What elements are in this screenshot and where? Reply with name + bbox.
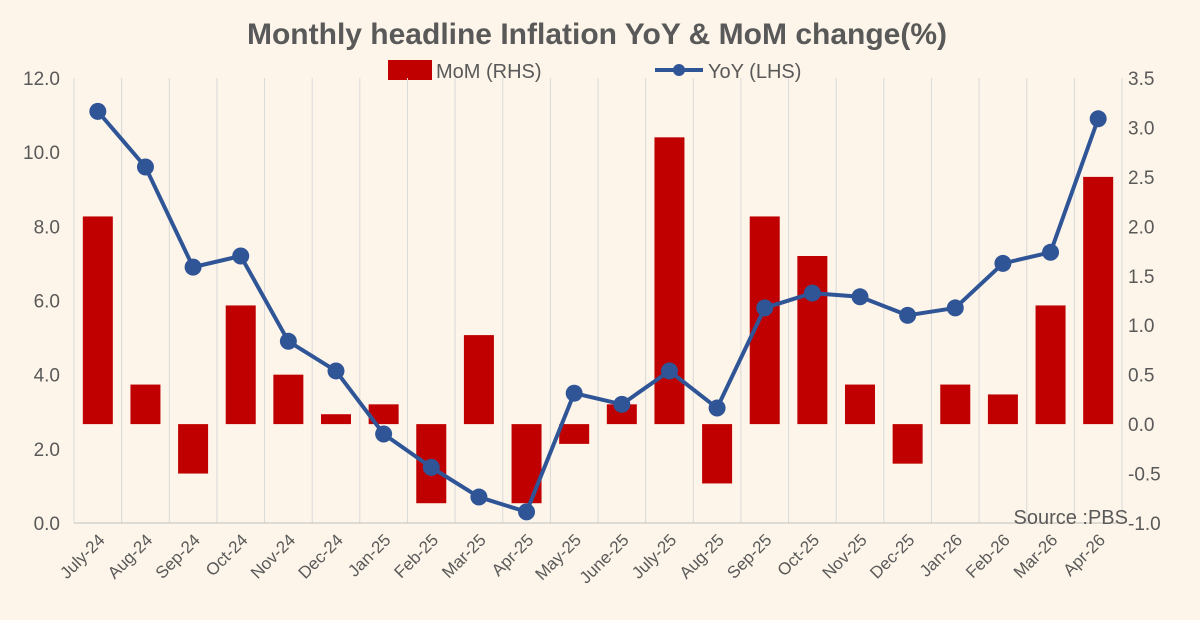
x-tick-label: Dec-25 <box>866 530 918 582</box>
yoy-point <box>232 247 250 265</box>
yoy-point <box>851 288 869 306</box>
y-right-tick-label: 0.0 <box>1128 415 1154 436</box>
y-left-tick-label: 0.0 <box>34 514 60 535</box>
x-tick-label: Oct-24 <box>202 530 252 580</box>
tick-labels: 0.0 2.0 4.0 6.0 8.0 10.0 12.0 -1.0 -0.5 0.0 0.5 1.0… <box>23 69 1161 587</box>
x-tick-label: Mar-26 <box>1010 530 1062 582</box>
mom-bar <box>273 374 304 425</box>
yoy-point <box>708 399 726 417</box>
gridlines <box>73 78 1123 523</box>
x-tick-label: Dec-24 <box>295 530 347 582</box>
mom-bar <box>1035 305 1066 425</box>
y-right-tick-label: 2.0 <box>1128 217 1154 238</box>
source-note: Source :PBS <box>1013 507 1128 529</box>
mom-bar <box>225 305 256 425</box>
y-right-tick-label: 0.5 <box>1128 366 1154 387</box>
mom-bar <box>940 384 971 425</box>
yoy-point <box>279 332 297 350</box>
legend: MoM (RHS) YoY (LHS) <box>388 60 801 83</box>
y-left-tick-label: 10.0 <box>23 143 60 164</box>
x-tick-label: July-24 <box>56 530 108 582</box>
mom-bar <box>845 384 875 425</box>
mom-bar <box>749 216 780 425</box>
yoy-point <box>518 503 536 521</box>
mom-bar <box>606 404 637 425</box>
yoy-point <box>946 299 964 317</box>
x-tick-label: Sep-24 <box>152 530 204 582</box>
y-left-tick-label: 4.0 <box>34 366 60 387</box>
mom-bar <box>463 335 494 425</box>
yoy-point <box>136 158 154 176</box>
yoy-point <box>1042 243 1060 261</box>
y-left-tick-label: 2.0 <box>34 440 60 461</box>
mom-bar <box>892 424 923 464</box>
x-tick-label: Oct-25 <box>774 530 824 580</box>
mom-bar <box>511 424 542 504</box>
x-tick-label: July-25 <box>628 530 680 582</box>
x-tick-label: Aug-25 <box>676 530 728 582</box>
legend-label-yoy: YoY (LHS) <box>708 61 801 83</box>
x-tick-label: Mar-25 <box>438 530 490 582</box>
x-tick-label: Aug-24 <box>104 530 156 582</box>
yoy-point <box>422 458 440 476</box>
legend-swatch-mom <box>388 60 432 80</box>
legend-label-mom: MoM (RHS) <box>436 61 542 83</box>
x-tick-label: Nov-25 <box>819 530 871 582</box>
yoy-point <box>613 395 631 413</box>
yoy-line <box>89 102 1107 521</box>
y-right-tick-label: 3.0 <box>1128 118 1154 139</box>
x-tick-label: Apr-26 <box>1059 530 1109 580</box>
yoy-point <box>803 284 821 302</box>
mom-bar <box>130 384 161 425</box>
x-tick-label: Jan-26 <box>916 530 966 580</box>
yoy-point <box>470 488 488 506</box>
yoy-point <box>184 258 202 276</box>
x-tick-label: Apr-25 <box>488 530 538 580</box>
x-tick-label: Sep-25 <box>723 530 775 582</box>
y-right-tick-label: 3.5 <box>1128 69 1154 90</box>
yoy-point <box>899 306 917 324</box>
y-right-tick-label: 1.5 <box>1128 267 1154 288</box>
yoy-point <box>1089 110 1107 128</box>
y-left-tick-label: 8.0 <box>34 217 60 238</box>
mom-bar <box>987 394 1018 425</box>
legend-marker-yoy <box>673 64 685 76</box>
mom-bar <box>368 404 399 425</box>
yoy-point <box>375 425 393 443</box>
x-tick-label: Nov-24 <box>247 530 299 582</box>
mom-bar <box>178 424 209 474</box>
x-tick-label: Jan-25 <box>344 530 394 580</box>
y-right-tick-label: 1.0 <box>1128 316 1154 337</box>
yoy-point <box>756 299 774 317</box>
y-left-tick-label: 6.0 <box>34 292 60 313</box>
yoy-point <box>327 362 345 380</box>
y-right-tick-label: -0.5 <box>1128 465 1161 486</box>
mom-bar <box>1083 176 1114 425</box>
x-tick-label: Feb-26 <box>962 530 1014 582</box>
mom-bar <box>797 256 828 425</box>
chart-title: Monthly headline Inflation YoY & MoM cha… <box>247 18 947 51</box>
yoy-point <box>89 102 107 120</box>
x-tick-label: June-25 <box>576 530 633 587</box>
yoy-point <box>565 384 583 402</box>
y-left-tick-label: 12.0 <box>23 69 60 90</box>
mom-bar <box>702 424 733 484</box>
mom-bar <box>321 414 351 425</box>
yoy-series-line <box>96 110 1101 514</box>
y-right-tick-label: -1.0 <box>1128 514 1161 535</box>
yoy-point <box>994 254 1012 272</box>
y-right-tick-label: 2.5 <box>1128 168 1154 189</box>
mom-bar <box>559 424 590 444</box>
yoy-point <box>660 362 678 380</box>
mom-bar <box>82 216 113 425</box>
x-tick-label: Feb-25 <box>391 530 443 582</box>
